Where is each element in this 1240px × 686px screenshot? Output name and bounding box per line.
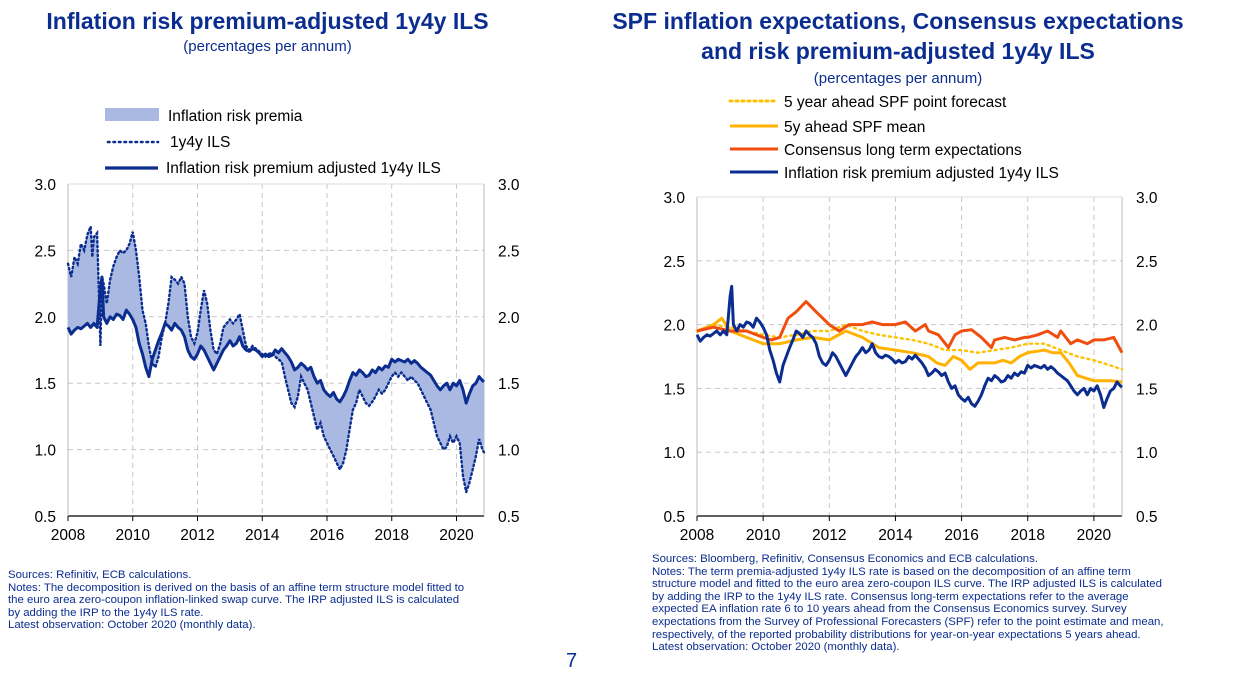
- right-chart-y-tick-label-left: 1.0: [663, 445, 685, 462]
- left-note-line: Sources: Refinitiv, ECB calculations.: [8, 569, 192, 581]
- page-number: 7: [566, 650, 578, 672]
- left-note-line: Latest observation: October 2020 (monthl…: [8, 619, 256, 632]
- right-chart-y-tick-label-left: 2.5: [663, 254, 685, 271]
- left-chart-y-tick-label-right: 1.5: [498, 376, 520, 393]
- left-chart-y-tick-label-left: 1.0: [34, 443, 56, 460]
- right-note-line: structure model and fitted to the euro a…: [652, 578, 1162, 591]
- left-chart-y-tick-label-left: 1.5: [34, 376, 56, 393]
- left-chart-title: Inflation risk premium-adjusted 1y4y ILS: [46, 8, 489, 34]
- left-chart-x-tick-label: 2010: [116, 527, 151, 544]
- left-note-line: the euro area zero-coupon inflation-link…: [8, 594, 460, 607]
- left-chart-y-tick-label-right: 0.5: [498, 509, 520, 526]
- legend-label-spf-mean: 5y ahead SPF mean: [784, 119, 925, 136]
- left-chart-y-tick-label-left: 2.0: [34, 310, 56, 327]
- left-chart-y-tick-label-right: 2.0: [498, 310, 520, 327]
- right-chart-x-tick-label: 2010: [746, 527, 781, 544]
- right-chart-y-tick-label-right: 2.0: [1136, 318, 1158, 335]
- right-note-line: expected EA inflation rate 6 to 10 years…: [652, 603, 1127, 616]
- right-chart-x-tick-label: 2016: [944, 527, 978, 544]
- right-chart-y-tick-label-right: 1.0: [1136, 445, 1158, 462]
- legend-label-ils: 1y4y ILS: [170, 134, 230, 151]
- right-chart-x-tick-label: 2008: [680, 527, 714, 544]
- legend-label-consensus: Consensus long term expectations: [784, 142, 1022, 159]
- legend-swatch-irp: [105, 108, 159, 121]
- left-chart-y-tick-label-right: 2.5: [498, 243, 520, 260]
- left-note-line: by adding the IRP to the 1y4y ILS rate.: [8, 606, 204, 619]
- legend-label-adjusted: Inflation risk premium adjusted 1y4y ILS: [166, 160, 441, 177]
- right-chart-subtitle: (percentages per annum): [813, 70, 983, 87]
- left-chart-y-tick-label-left: 0.5: [34, 509, 56, 526]
- right-chart-x-tick-label: 2018: [1010, 527, 1044, 544]
- left-chart-legend: Inflation risk premia 1y4y ILS Inflation r…: [105, 108, 441, 177]
- right-chart-y-tick-label-left: 0.5: [663, 509, 685, 526]
- left-chart-notes: Sources: Refinitiv, ECB calculations. Not…: [8, 569, 464, 632]
- right-note-line: by adding the IRP to the 1y4y ILS rate. …: [652, 590, 1129, 603]
- right-chart-legend: 5 year ahead SPF point forecast 5y ahead …: [728, 94, 1059, 182]
- left-chart-subtitle: (percentages per annum): [183, 38, 352, 55]
- legend-label-irp: Inflation risk premia: [168, 108, 303, 125]
- left-chart-irp-area: [68, 226, 484, 493]
- right-chart-x-tick-label: 2014: [878, 527, 913, 544]
- left-note-line: Notes: The decomposition is derived on t…: [8, 581, 465, 594]
- legend-label-adjusted: Inflation risk premium adjusted 1y4y ILS: [784, 165, 1059, 182]
- right-chart-y-tick-label-right: 2.5: [1136, 254, 1158, 271]
- right-chart-title-line1: SPF inflation expectations, Consensus ex…: [612, 8, 1184, 34]
- left-chart-y-tick-label-right: 3.0: [498, 177, 520, 194]
- right-chart-y-tick-label-left: 2.0: [663, 318, 685, 335]
- right-chart-irp-adjusted-line: [695, 284, 1123, 409]
- right-chart-y-tick-label-right: 1.5: [1136, 381, 1158, 398]
- legend-label-spf-point: 5 year ahead SPF point forecast: [784, 94, 1007, 111]
- right-chart-x-tick-label: 2020: [1077, 527, 1112, 544]
- left-chart-x-tick-label: 2018: [374, 527, 408, 544]
- left-chart-irp-adjusted-line: [66, 275, 485, 405]
- right-chart-title-line2: and risk premium-adjusted 1y4y ILS: [701, 38, 1095, 64]
- right-chart-x-tick-label: 2012: [812, 527, 846, 544]
- left-chart-axes: 0.5 0.5 1.0 1.0 1.5 1.5 2.0 2.0 2.5 2.5 3.0 3.0 2008…: [34, 177, 519, 544]
- left-chart-x-tick-label: 2014: [245, 527, 280, 544]
- left-chart-y-tick-label-left: 3.0: [34, 177, 56, 194]
- right-chart-notes: Sources: Bloomberg, Refinitiv, Consensus…: [652, 553, 1164, 654]
- right-chart-spf-point-line: [695, 323, 1124, 371]
- left-chart-y-tick-label-right: 1.0: [498, 443, 520, 460]
- left-chart-y-tick-label-left: 2.5: [34, 243, 56, 260]
- right-chart-consensus-line: [696, 300, 1124, 354]
- left-chart-x-tick-label: 2016: [310, 527, 344, 544]
- right-note-line: Latest observation: October 2020 (monthl…: [652, 641, 900, 654]
- left-chart-x-tick-label: 2008: [51, 527, 85, 544]
- right-chart-y-tick-label-left: 3.0: [663, 190, 685, 207]
- left-chart-x-tick-label: 2020: [439, 527, 474, 544]
- right-note-line: expectations from the Survey of Professi…: [652, 615, 1164, 628]
- right-note-line: Notes: The term premia-adjusted 1y4y ILS…: [652, 565, 1131, 578]
- right-note-line: Sources: Bloomberg, Refinitiv, Consensus…: [652, 553, 1038, 565]
- right-chart-y-tick-label-left: 1.5: [663, 381, 685, 398]
- right-chart-spf-mean-line: [696, 316, 1123, 384]
- left-chart-x-tick-label: 2012: [180, 527, 214, 544]
- right-chart-y-tick-label-right: 0.5: [1136, 509, 1158, 526]
- right-chart-y-tick-label-right: 3.0: [1136, 190, 1158, 207]
- right-chart-axes: 0.5 0.5 1.0 1.0 1.5 1.5 2.0 2.0 2.5 2.5 3.0 3.0 2008…: [663, 190, 1157, 544]
- right-note-line: respectively, of the reported probabilit…: [652, 628, 1141, 641]
